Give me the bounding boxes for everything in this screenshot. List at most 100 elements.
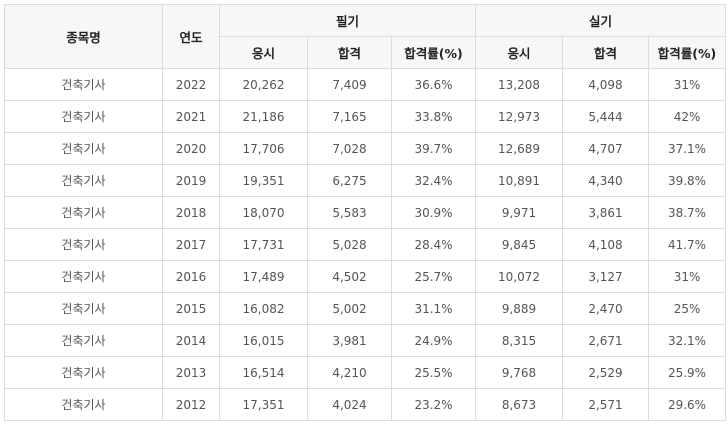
table-row: 건축기사 2013 16,514 4,210 25.5% 9,768 2,529 25.9% (4, 356, 727, 389)
cell-written-applicants: 17,351 (219, 388, 308, 421)
cell-written-passed: 5,002 (307, 292, 392, 325)
table-row: 건축기사 2017 17,731 5,028 28.4% 9,845 4,108 41.7% (4, 228, 727, 261)
table-row: 건축기사 2018 18,070 5,583 30.9% 9,971 3,861 38.7% (4, 196, 727, 229)
cell-practical-applicants: 8,673 (475, 388, 564, 421)
cell-item-name: 건축기사 (4, 356, 163, 389)
cell-practical-passed: 2,571 (562, 388, 650, 421)
cell-year: 2022 (162, 68, 220, 101)
cell-written-pass-rate: 23.2% (390, 388, 477, 421)
cell-item-name: 건축기사 (4, 324, 163, 357)
cell-written-pass-rate: 36.6% (390, 68, 477, 101)
cell-written-passed: 4,502 (307, 260, 392, 293)
cell-item-name: 건축기사 (4, 228, 163, 261)
cell-practical-pass-rate: 39.8% (648, 164, 727, 197)
cell-year: 2012 (162, 388, 220, 421)
cell-practical-passed: 3,861 (562, 196, 650, 229)
cell-written-applicants: 18,070 (219, 196, 308, 229)
cell-written-pass-rate: 28.4% (390, 228, 477, 261)
header-row-1: 종목명 연도 필기 실기 (4, 4, 727, 69)
header-written-applicants: 응시 (219, 36, 308, 69)
header-written: 필기 (218, 4, 477, 37)
cell-practical-passed: 5,444 (562, 100, 650, 133)
cell-written-passed: 6,275 (307, 164, 392, 197)
cell-practical-passed: 4,707 (562, 132, 650, 165)
cell-year: 2021 (162, 100, 220, 133)
header-written-pass-rate: 합격률(%) (390, 36, 477, 69)
table-row: 건축기사 2015 16,082 5,002 31.1% 9,889 2,470 25% (4, 292, 727, 325)
cell-practical-pass-rate: 37.1% (648, 132, 727, 165)
cell-written-applicants: 17,706 (219, 132, 308, 165)
cell-written-passed: 5,583 (307, 196, 392, 229)
cell-year: 2015 (162, 292, 220, 325)
cell-practical-pass-rate: 25.9% (648, 356, 727, 389)
cell-practical-passed: 4,098 (562, 68, 650, 101)
header-practical-applicants: 응시 (475, 36, 564, 69)
cell-year: 2016 (162, 260, 220, 293)
cell-practical-passed: 3,127 (562, 260, 650, 293)
cell-year: 2020 (162, 132, 220, 165)
cell-written-applicants: 16,015 (219, 324, 308, 357)
table-row: 건축기사 2016 17,489 4,502 25.7% 10,072 3,127 31% (4, 260, 727, 293)
cell-written-pass-rate: 25.7% (390, 260, 477, 293)
cell-written-passed: 7,165 (307, 100, 392, 133)
cell-practical-passed: 2,470 (562, 292, 650, 325)
cell-practical-applicants: 9,845 (475, 228, 564, 261)
cell-written-applicants: 17,489 (219, 260, 308, 293)
cell-year: 2019 (162, 164, 220, 197)
cell-written-passed: 7,409 (307, 68, 392, 101)
table-row: 건축기사 2014 16,015 3,981 24.9% 8,315 2,671 32.1% (4, 324, 727, 357)
cell-practical-passed: 4,108 (562, 228, 650, 261)
header-year: 연도 (162, 4, 220, 69)
cell-practical-passed: 2,671 (562, 324, 650, 357)
table-row: 건축기사 2021 21,186 7,165 33.8% 12,973 5,444 42% (4, 100, 727, 133)
cell-item-name: 건축기사 (4, 164, 163, 197)
cell-practical-applicants: 13,208 (475, 68, 564, 101)
cell-written-applicants: 20,262 (219, 68, 308, 101)
header-practical-pass-rate: 합격률(%) (648, 36, 727, 69)
cell-practical-applicants: 9,889 (475, 292, 564, 325)
cell-item-name: 건축기사 (4, 260, 163, 293)
cell-practical-pass-rate: 38.7% (648, 196, 727, 229)
cell-item-name: 건축기사 (4, 388, 163, 421)
cell-written-applicants: 16,082 (219, 292, 308, 325)
cell-practical-applicants: 12,973 (475, 100, 564, 133)
cell-practical-applicants: 9,971 (475, 196, 564, 229)
cell-practical-pass-rate: 25% (648, 292, 727, 325)
cell-item-name: 건축기사 (4, 196, 163, 229)
cell-item-name: 건축기사 (4, 68, 163, 101)
cell-year: 2013 (162, 356, 220, 389)
cell-practical-pass-rate: 32.1% (648, 324, 727, 357)
table-row: 건축기사 2022 20,262 7,409 36.6% 13,208 4,098 31% (4, 68, 727, 101)
cell-written-pass-rate: 32.4% (390, 164, 477, 197)
exam-stats-table: 종목명 연도 필기 실기 응시 합격 합격률(%) 응시 합격 합격률(%) 건… (4, 4, 727, 421)
table-row: 건축기사 2012 17,351 4,024 23.2% 8,673 2,571 29.6% (4, 388, 727, 421)
cell-item-name: 건축기사 (4, 100, 163, 133)
cell-practical-applicants: 8,315 (475, 324, 564, 357)
header-practical-passed: 합격 (562, 36, 650, 69)
cell-written-applicants: 19,351 (219, 164, 308, 197)
cell-written-pass-rate: 30.9% (390, 196, 477, 229)
cell-practical-applicants: 12,689 (475, 132, 564, 165)
cell-item-name: 건축기사 (4, 292, 163, 325)
cell-item-name: 건축기사 (4, 132, 163, 165)
cell-written-passed: 7,028 (307, 132, 392, 165)
cell-practical-applicants: 10,891 (475, 164, 564, 197)
header-item-name: 종목명 (4, 4, 163, 69)
table-row: 건축기사 2020 17,706 7,028 39.7% 12,689 4,707 37.1% (4, 132, 727, 165)
cell-written-passed: 5,028 (307, 228, 392, 261)
cell-practical-pass-rate: 42% (648, 100, 727, 133)
cell-written-pass-rate: 31.1% (390, 292, 477, 325)
cell-year: 2017 (162, 228, 220, 261)
cell-year: 2014 (162, 324, 220, 357)
cell-practical-applicants: 9,768 (475, 356, 564, 389)
cell-written-applicants: 16,514 (219, 356, 308, 389)
header-written-passed: 합격 (307, 36, 392, 69)
cell-written-passed: 4,210 (307, 356, 392, 389)
cell-practical-passed: 4,340 (562, 164, 650, 197)
table-row: 건축기사 2019 19,351 6,275 32.4% 10,891 4,340 39.8% (4, 164, 727, 197)
table-body: 건축기사 2022 20,262 7,409 36.6% 13,208 4,098 31% 건축… (4, 68, 727, 421)
cell-written-passed: 4,024 (307, 388, 392, 421)
cell-practical-pass-rate: 31% (648, 260, 727, 293)
cell-year: 2018 (162, 196, 220, 229)
